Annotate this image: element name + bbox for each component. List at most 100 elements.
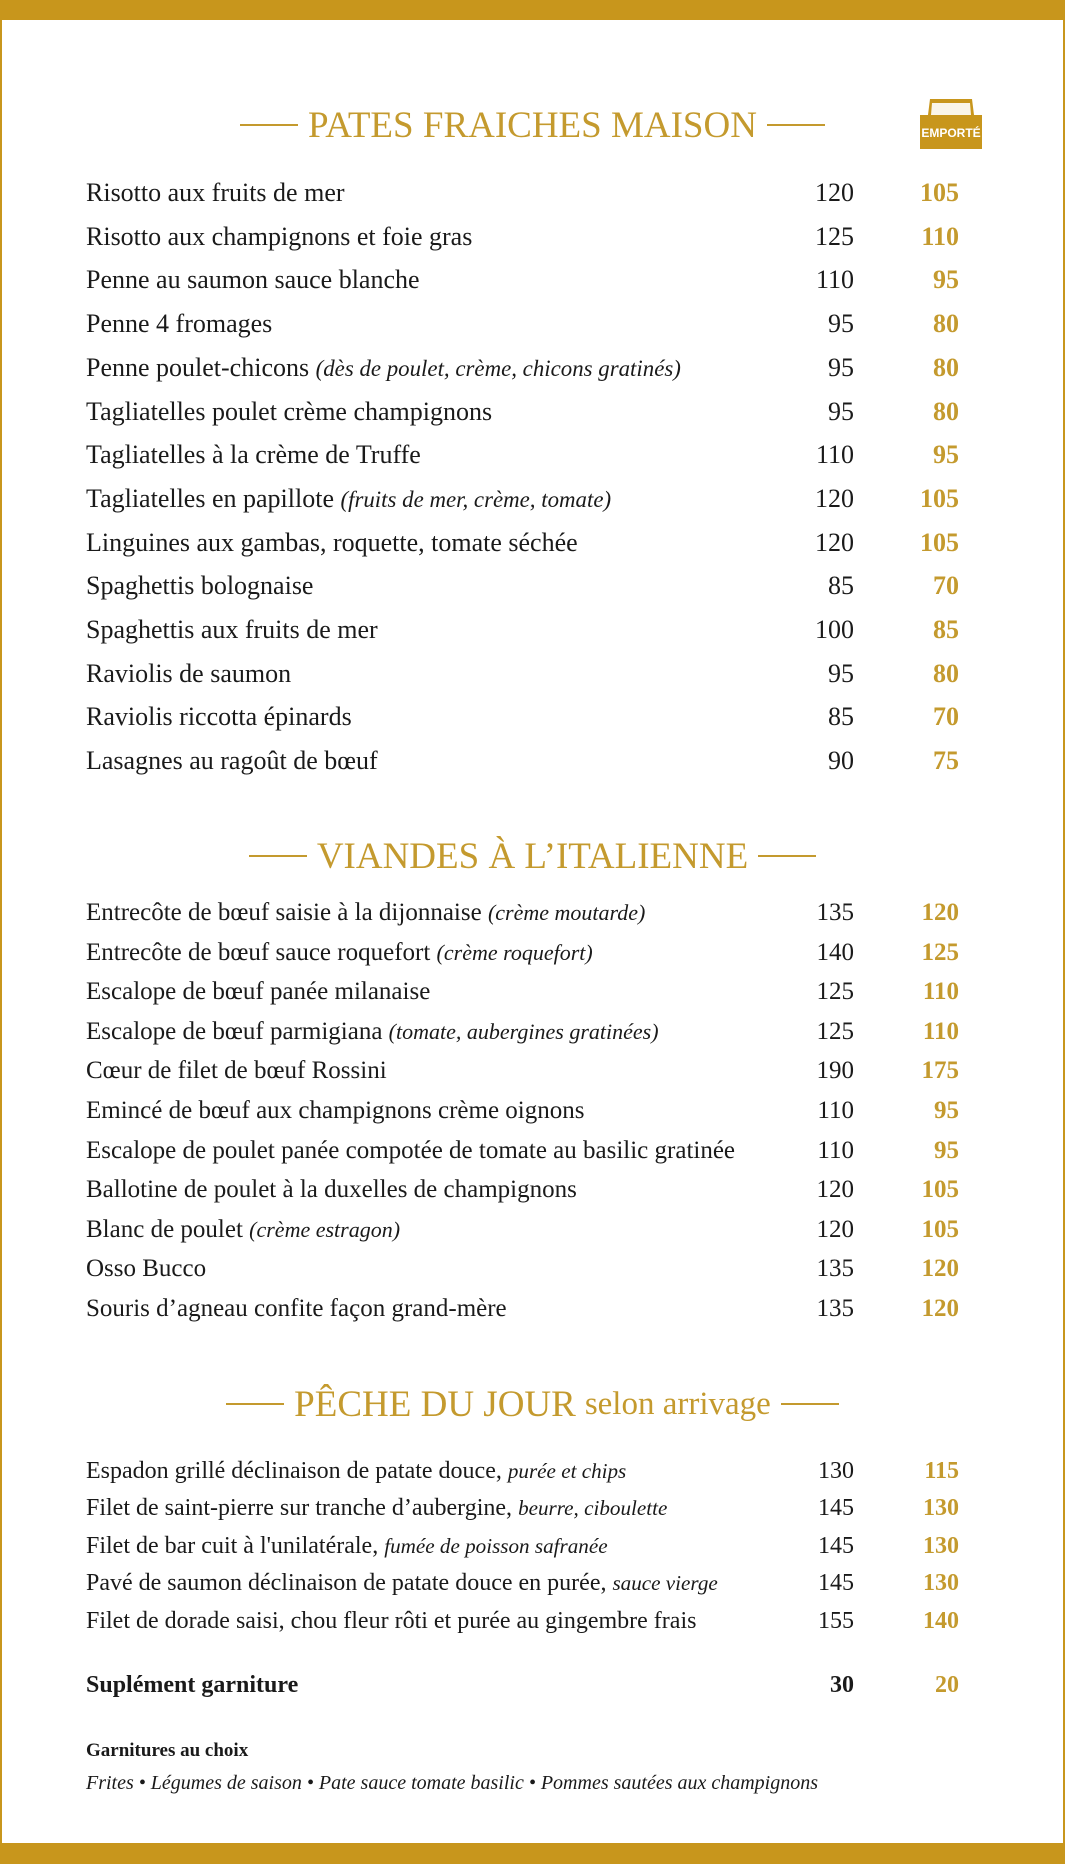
title-rule: [248, 855, 307, 857]
dish-label: Spaghettis aux fruits de mer: [86, 615, 378, 644]
dish-label: Filet de bar cuit à l'unilatérale,: [86, 1532, 379, 1559]
price: 85: [828, 702, 854, 732]
dish-label: Escalope de bœuf parmigiana: [86, 1017, 383, 1045]
price: 145: [818, 1532, 854, 1559]
price: 125: [816, 978, 855, 1006]
dish-label: Entrecôte de bœuf saisie à la dijonnaise: [86, 899, 482, 926]
price: 120: [815, 483, 854, 513]
dish-name: Filet de bar cuit à l'unilatérale, fumée…: [86, 1528, 608, 1564]
dish-name: Spaghettis aux fruits de mer: [86, 612, 378, 648]
takeaway-price: 80: [933, 309, 959, 339]
takeaway-price: 95: [934, 1097, 959, 1124]
price: 110: [815, 440, 854, 470]
takeaway-price: 70: [933, 571, 959, 601]
takeaway-price: 80: [933, 396, 959, 426]
border-left: [0, 0, 2, 1864]
dish-note: (crème estragon): [249, 1216, 401, 1242]
takeaway-price: 75: [933, 746, 959, 776]
dish-name: Raviolis riccotta épinards: [86, 699, 352, 735]
price: 190: [816, 1057, 855, 1085]
takeaway-price: 110: [922, 978, 959, 1006]
dish-name: Ballotine de poulet à la duxelles de cha…: [86, 1172, 577, 1208]
dish-label: Risotto aux champignons et foie gras: [86, 221, 473, 251]
dish-name: Lasagnes au ragoût de bœuf: [86, 743, 378, 779]
price: 155: [818, 1607, 854, 1634]
dish-note: (crème roquefort): [436, 939, 593, 965]
dish-label: Blanc de poulet: [86, 1215, 243, 1243]
dish-label: Lasagnes au ragoût de bœuf: [86, 746, 378, 776]
supplement-takeaway: 20: [935, 1672, 959, 1698]
dish-label: Linguines aux gambas, roquette, tomate s…: [86, 527, 578, 557]
takeaway-price: 70: [933, 702, 959, 732]
dish-name: Penne 4 fromages: [86, 306, 272, 342]
supplement-name: Suplément garniture: [86, 1672, 299, 1698]
price: 140: [816, 938, 855, 966]
dish-name: Escalope de bœuf parmigiana (tomate, aub…: [86, 1014, 659, 1050]
dish-label: Raviolis de saumon: [86, 658, 292, 688]
dish-label: Escalope de poulet panée compotée de tom…: [86, 1136, 736, 1164]
takeaway-price: 95: [933, 265, 959, 295]
price: 95: [828, 396, 854, 426]
garnitures-list: Frites • Légumes de saison • Pate sauce …: [86, 1772, 819, 1794]
takeaway-price: 105: [921, 1176, 960, 1204]
takeaway-price: 85: [933, 615, 959, 644]
dish-name: Osso Bucco: [86, 1251, 206, 1287]
price: 100: [815, 615, 854, 644]
price: 135: [816, 1255, 855, 1283]
takeaway-price: 95: [934, 1136, 959, 1164]
takeaway-price: 130: [923, 1570, 959, 1597]
dish-name: Filet de dorade saisi, chou fleur rôti e…: [86, 1603, 696, 1639]
price: 125: [815, 221, 854, 251]
dish-note: sauce vierge: [612, 1571, 718, 1596]
dish-name: Risotto aux champignons et foie gras: [86, 219, 472, 255]
price: 110: [817, 1136, 854, 1164]
price: 120: [815, 527, 854, 557]
section-title: PÊCHE DU JOUR selon arrivage: [0, 1379, 1065, 1429]
takeaway-price: 140: [923, 1607, 959, 1634]
dish-name: Escalope de bœuf panée milanaise: [86, 974, 430, 1010]
takeaway-price: 120: [921, 1295, 960, 1322]
price: 95: [828, 352, 854, 382]
bottom-bar: [0, 1843, 1065, 1864]
takeaway-price: 105: [920, 483, 959, 513]
dish-label: Emincé de bœuf aux champignons crème oig…: [86, 1097, 585, 1124]
title-rule: [758, 855, 817, 857]
takeaway-badge: EMPORTÉ: [920, 99, 982, 149]
dish-name: Souris d’agneau confite façon grand-mère: [86, 1291, 507, 1327]
takeaway-price: 115: [924, 1458, 959, 1484]
dish-label: Raviolis riccotta épinards: [86, 702, 352, 732]
takeaway-price: 105: [921, 1215, 960, 1243]
title-rule: [240, 124, 299, 126]
dish-note: (tomate, aubergines gratinées): [388, 1018, 659, 1044]
dish-label: Filet de dorade saisi, chou fleur rôti e…: [86, 1607, 697, 1634]
takeaway-price: 125: [921, 938, 960, 966]
takeaway-price: 120: [921, 899, 960, 926]
takeaway-price: 105: [920, 178, 959, 207]
dish-name: Pavé de saumon déclinaison de patate dou…: [86, 1565, 718, 1601]
dish-label: Espadon grillé déclinaison de patate dou…: [86, 1458, 502, 1484]
section-title-text: VIANDES À L’ITALIENNE: [316, 835, 749, 877]
supplement-price: 30: [830, 1672, 854, 1698]
border-right: [1063, 0, 1065, 1864]
takeaway-price: 110: [922, 1017, 959, 1045]
badge-label: EMPORTÉ: [921, 125, 980, 140]
takeaway-price: 80: [933, 658, 959, 688]
dish-label: Cœur de filet de bœuf Rossini: [86, 1057, 387, 1085]
price: 135: [816, 899, 855, 926]
section-title-text: PÊCHE DU JOUR: [294, 1383, 576, 1425]
dish-name: Emincé de bœuf aux champignons crème oig…: [86, 1093, 584, 1129]
dish-label: Entrecôte de bœuf sauce roquefort: [86, 938, 431, 966]
dish-name: Penne poulet-chicons (dès de poulet, crè…: [86, 350, 681, 386]
price: 120: [815, 178, 854, 207]
dish-label: Tagliatelles en papillote: [86, 483, 334, 513]
price: 95: [828, 309, 854, 339]
dish-name: Linguines aux gambas, roquette, tomate s…: [86, 525, 578, 561]
dish-name: Tagliatelles en papillote (fruits de mer…: [86, 481, 611, 517]
price: 110: [815, 265, 854, 295]
takeaway-price: 95: [933, 440, 959, 470]
takeaway-price: 110: [921, 221, 959, 251]
price: 90: [828, 746, 854, 776]
dish-name: Raviolis de saumon: [86, 656, 291, 692]
section-title: PATES FRAICHES MAISON: [0, 100, 1065, 150]
